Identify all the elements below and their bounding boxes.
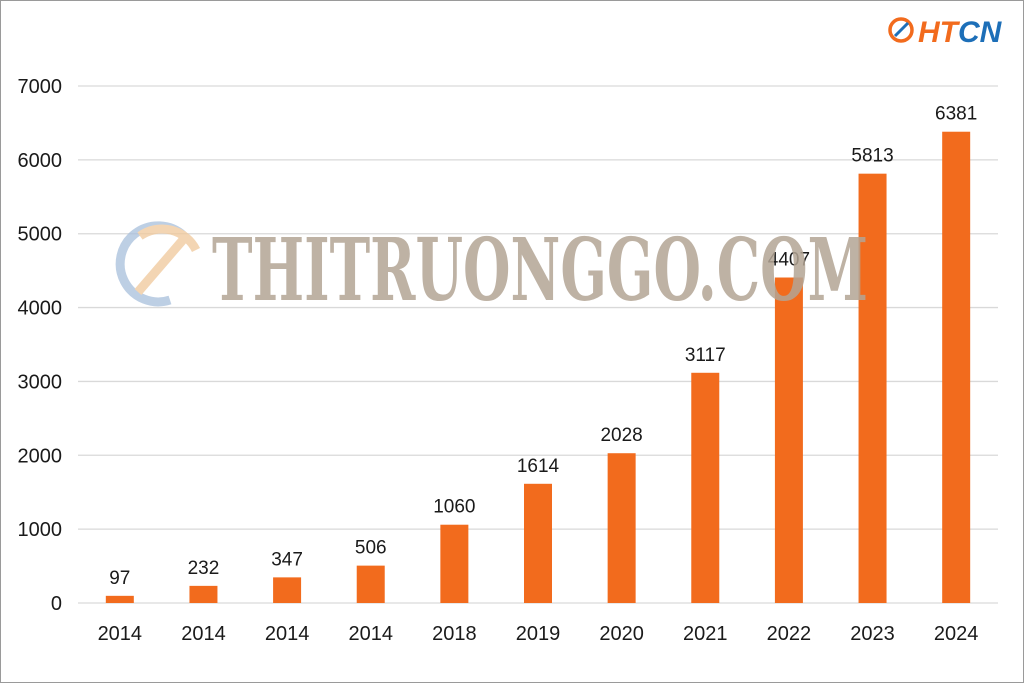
data-label: 6381 — [935, 104, 977, 125]
x-tick-label: 2014 — [348, 623, 393, 645]
x-tick-label: 2023 — [850, 623, 895, 645]
data-labels: 97 232 347 506 1060 1614 2028 3117 4407 5813 6381 — [109, 104, 977, 589]
x-tick-label: 2018 — [432, 623, 477, 645]
bar — [607, 453, 636, 603]
data-label: 2028 — [600, 425, 642, 446]
brand-logo-text-cn: CN — [958, 16, 1003, 49]
y-tick-label: 2000 — [18, 445, 63, 467]
bar — [691, 372, 720, 603]
data-label: 3117 — [685, 345, 726, 366]
y-tick-label: 6000 — [18, 150, 63, 172]
data-label: 5813 — [851, 146, 893, 167]
bar — [858, 173, 887, 603]
watermark: THITRUONGGO.COM — [115, 220, 868, 321]
compass-logo-icon — [888, 17, 914, 43]
x-tick-label: 2022 — [767, 623, 812, 645]
bar — [774, 277, 803, 603]
compass-circle-icon — [115, 221, 201, 307]
bars — [105, 131, 971, 603]
bar — [356, 565, 385, 603]
bar — [524, 483, 552, 603]
data-label: 97 — [109, 568, 130, 589]
y-tick-label: 1000 — [18, 519, 63, 541]
y-axis-ticks: 0 1000 2000 3000 4000 5000 6000 7000 — [18, 76, 63, 615]
data-label: 4407 — [768, 250, 810, 271]
data-label: 232 — [188, 558, 220, 579]
x-tick-label: 2024 — [934, 623, 979, 645]
watermark-text: THITRUONGGO.COM — [212, 220, 868, 321]
y-tick-label: 5000 — [18, 224, 63, 246]
data-label: 506 — [355, 538, 387, 559]
x-tick-label: 2021 — [683, 623, 728, 645]
bar — [273, 577, 302, 603]
bar — [942, 131, 971, 603]
x-tick-label: 2014 — [181, 623, 226, 645]
x-axis-ticks: 2014 2014 2014 2014 2018 2019 2020 2021 2022 2023… — [98, 623, 979, 645]
bar — [189, 585, 218, 603]
y-tick-label: 3000 — [18, 371, 63, 393]
y-tick-label: 4000 — [18, 298, 63, 320]
brand-logo-text: HTCN — [918, 16, 1003, 49]
data-label: 347 — [271, 549, 303, 570]
x-tick-label: 2019 — [516, 623, 561, 645]
brand-logo: HTCN — [888, 16, 1003, 49]
brand-logo-text-ht: HT — [918, 16, 961, 49]
y-tick-label: 0 — [51, 593, 62, 615]
bar — [105, 595, 134, 603]
gridlines — [78, 85, 998, 604]
x-tick-label: 2020 — [599, 623, 644, 645]
bar — [440, 524, 469, 603]
y-tick-label: 7000 — [18, 76, 63, 98]
data-label: 1060 — [433, 497, 475, 518]
x-tick-label: 2014 — [98, 623, 143, 645]
x-tick-label: 2014 — [265, 623, 310, 645]
data-label: 1614 — [517, 456, 560, 477]
